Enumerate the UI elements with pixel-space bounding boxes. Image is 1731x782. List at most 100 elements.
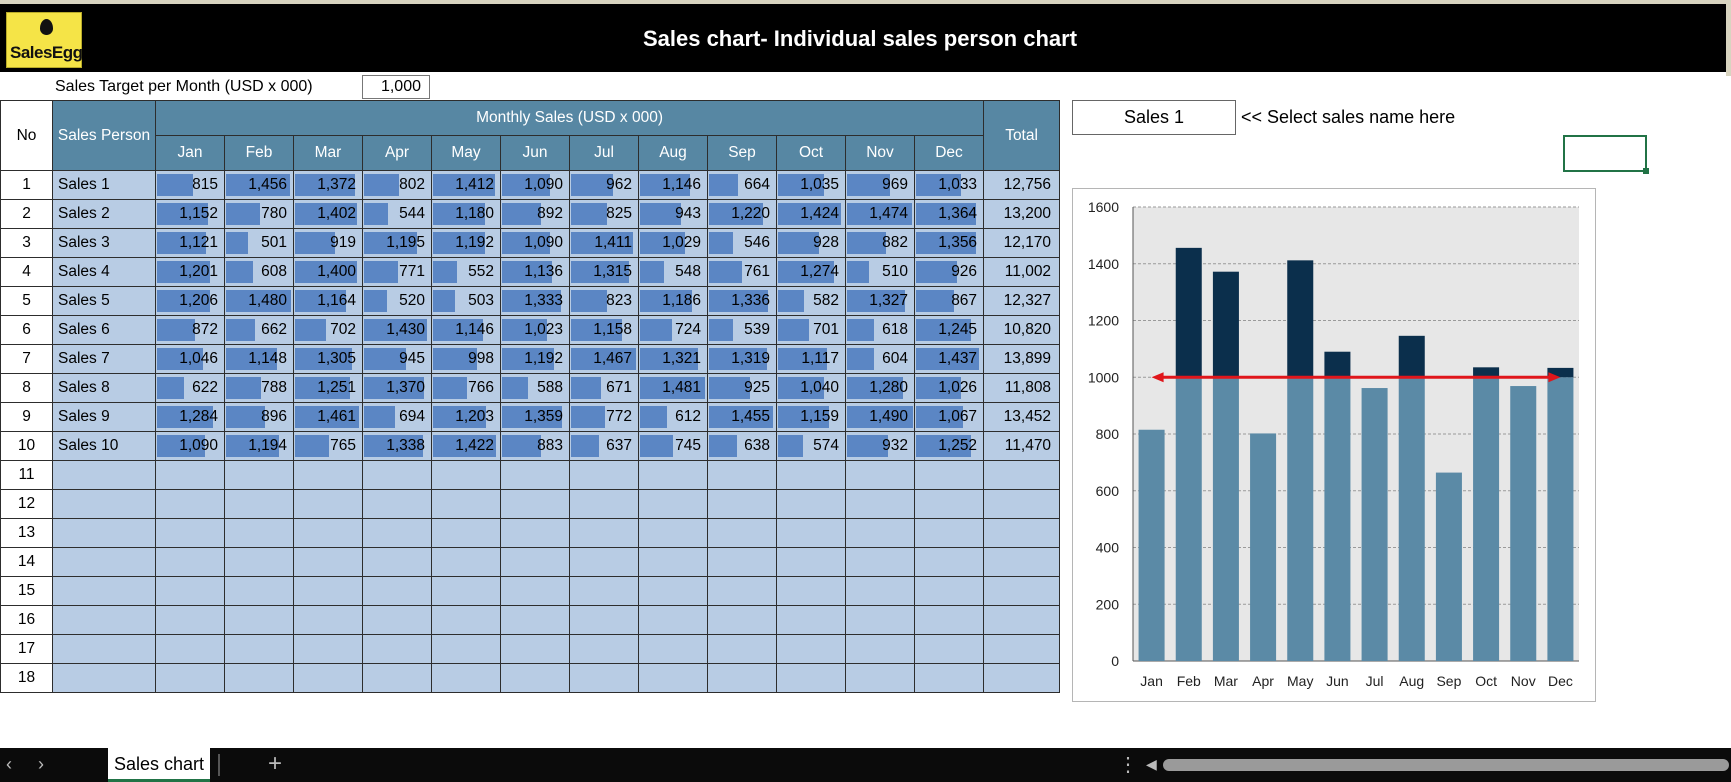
empty-cell[interactable] <box>983 518 1061 548</box>
empty-cell[interactable] <box>776 576 846 606</box>
empty-cell[interactable] <box>293 576 363 606</box>
row-number-cell[interactable]: 4 <box>0 257 53 287</box>
empty-cell[interactable] <box>776 605 846 635</box>
monthly-sales-cell[interactable]: 1,201 <box>155 257 225 287</box>
empty-cell[interactable] <box>845 576 915 606</box>
row-number-cell[interactable]: 10 <box>0 431 53 461</box>
total-cell[interactable]: 13,452 <box>983 402 1061 432</box>
monthly-sales-cell[interactable]: 1,412 <box>431 170 501 200</box>
col-header-month[interactable]: Mar <box>293 135 363 171</box>
empty-cell[interactable] <box>362 518 432 548</box>
monthly-sales-cell[interactable]: 1,461 <box>293 402 363 432</box>
total-cell[interactable]: 13,200 <box>983 199 1061 229</box>
empty-cell[interactable] <box>983 547 1061 577</box>
col-header-month[interactable]: Dec <box>913 135 985 171</box>
monthly-sales-cell[interactable]: 1,186 <box>638 286 708 316</box>
monthly-sales-cell[interactable]: 1,372 <box>293 170 363 200</box>
empty-cell[interactable] <box>776 489 846 519</box>
monthly-sales-cell[interactable]: 1,158 <box>569 315 639 345</box>
monthly-sales-cell[interactable]: 815 <box>155 170 225 200</box>
row-number-cell[interactable]: 1 <box>0 170 53 200</box>
monthly-sales-cell[interactable]: 1,480 <box>224 286 294 316</box>
monthly-sales-cell[interactable]: 1,164 <box>293 286 363 316</box>
empty-cell[interactable] <box>362 663 432 693</box>
monthly-sales-cell[interactable]: 1,336 <box>707 286 777 316</box>
empty-cell[interactable] <box>293 518 363 548</box>
monthly-sales-cell[interactable]: 724 <box>638 315 708 345</box>
empty-cell[interactable] <box>983 634 1061 664</box>
empty-cell[interactable] <box>983 489 1061 519</box>
empty-cell[interactable] <box>707 460 777 490</box>
empty-cell[interactable] <box>638 663 708 693</box>
monthly-sales-cell[interactable]: 1,252 <box>913 431 985 461</box>
monthly-sales-cell[interactable]: 883 <box>500 431 570 461</box>
col-header-sales-person[interactable]: Sales Person <box>52 100 156 171</box>
scroll-left-icon[interactable]: ◀ <box>1146 756 1157 772</box>
monthly-sales-cell[interactable]: 1,481 <box>638 373 708 403</box>
add-sheet-icon[interactable]: + <box>268 750 283 777</box>
monthly-sales-cell[interactable]: 510 <box>845 257 915 287</box>
empty-cell[interactable] <box>500 634 570 664</box>
total-cell[interactable]: 12,756 <box>983 170 1061 200</box>
empty-cell[interactable] <box>52 576 156 606</box>
monthly-sales-cell[interactable]: 1,033 <box>913 170 985 200</box>
empty-cell[interactable] <box>155 605 225 635</box>
empty-cell[interactable] <box>913 634 985 664</box>
monthly-sales-cell[interactable]: 892 <box>500 199 570 229</box>
monthly-sales-cell[interactable]: 1,090 <box>500 170 570 200</box>
monthly-sales-cell[interactable]: 701 <box>776 315 846 345</box>
empty-cell[interactable] <box>776 460 846 490</box>
monthly-sales-cell[interactable]: 1,474 <box>845 199 915 229</box>
monthly-sales-cell[interactable]: 772 <box>569 402 639 432</box>
empty-cell[interactable] <box>638 634 708 664</box>
monthly-sales-cell[interactable]: 780 <box>224 199 294 229</box>
empty-cell[interactable] <box>776 518 846 548</box>
empty-cell[interactable] <box>293 547 363 577</box>
row-number-cell[interactable]: 7 <box>0 344 53 374</box>
total-cell[interactable]: 12,327 <box>983 286 1061 316</box>
monthly-sales-cell[interactable]: 745 <box>638 431 708 461</box>
empty-cell[interactable] <box>224 576 294 606</box>
empty-cell[interactable] <box>500 605 570 635</box>
monthly-sales-cell[interactable]: 1,152 <box>155 199 225 229</box>
monthly-sales-cell[interactable]: 1,180 <box>431 199 501 229</box>
monthly-sales-cell[interactable]: 544 <box>362 199 432 229</box>
empty-cell[interactable] <box>155 663 225 693</box>
monthly-sales-cell[interactable]: 1,402 <box>293 199 363 229</box>
empty-cell[interactable] <box>224 489 294 519</box>
monthly-sales-cell[interactable]: 945 <box>362 344 432 374</box>
empty-cell[interactable] <box>362 576 432 606</box>
monthly-sales-cell[interactable]: 1,090 <box>155 431 225 461</box>
monthly-sales-cell[interactable]: 604 <box>845 344 915 374</box>
empty-cell[interactable] <box>155 460 225 490</box>
empty-cell[interactable] <box>155 634 225 664</box>
empty-cell[interactable] <box>569 576 639 606</box>
monthly-sales-cell[interactable]: 1,455 <box>707 402 777 432</box>
empty-cell[interactable] <box>431 489 501 519</box>
monthly-sales-cell[interactable]: 1,370 <box>362 373 432 403</box>
col-header-month[interactable]: Jul <box>569 135 639 171</box>
empty-cell[interactable] <box>155 547 225 577</box>
row-number-cell[interactable]: 2 <box>0 199 53 229</box>
empty-cell[interactable] <box>431 663 501 693</box>
empty-cell[interactable] <box>845 547 915 577</box>
empty-cell[interactable] <box>638 460 708 490</box>
empty-cell[interactable] <box>569 634 639 664</box>
monthly-sales-cell[interactable]: 919 <box>293 228 363 258</box>
sales-person-cell[interactable]: Sales 10 <box>52 431 156 461</box>
monthly-sales-cell[interactable]: 1,206 <box>155 286 225 316</box>
empty-cell[interactable] <box>362 634 432 664</box>
monthly-sales-cell[interactable]: 761 <box>707 257 777 287</box>
monthly-sales-cell[interactable]: 1,136 <box>500 257 570 287</box>
monthly-sales-cell[interactable]: 962 <box>569 170 639 200</box>
empty-cell[interactable] <box>913 489 985 519</box>
empty-cell[interactable] <box>500 663 570 693</box>
monthly-sales-cell[interactable]: 1,029 <box>638 228 708 258</box>
monthly-sales-cell[interactable]: 622 <box>155 373 225 403</box>
monthly-sales-cell[interactable]: 1,251 <box>293 373 363 403</box>
monthly-sales-cell[interactable]: 1,067 <box>913 402 985 432</box>
monthly-sales-cell[interactable]: 1,305 <box>293 344 363 374</box>
monthly-sales-cell[interactable]: 1,026 <box>913 373 985 403</box>
empty-cell[interactable] <box>155 518 225 548</box>
sales-person-cell[interactable]: Sales 1 <box>52 170 156 200</box>
